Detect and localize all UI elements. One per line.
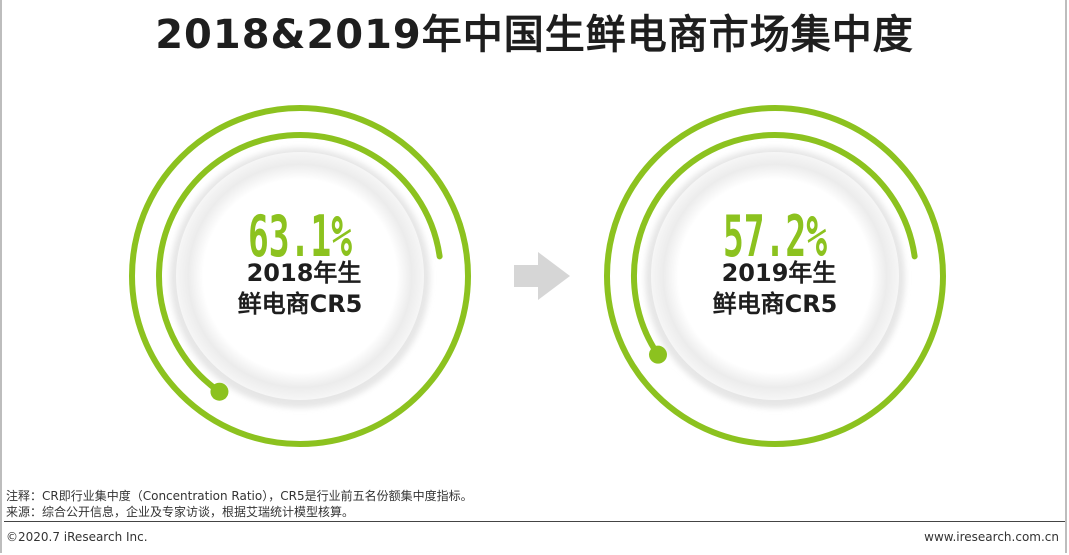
- footer-website: www.iresearch.com.cn: [924, 530, 1059, 544]
- value-disc: [651, 152, 899, 400]
- value-disc: [176, 152, 424, 400]
- footer-divider: [4, 521, 1065, 522]
- footer-copyright: ©2020.7 iResearch Inc.: [6, 530, 148, 544]
- footnote-note: 注释：CR即行业集中度（Concentration Ratio），CR5是行业前…: [6, 489, 473, 503]
- value-label: 57.2%: [723, 204, 827, 270]
- arrow-right-icon: [514, 252, 570, 300]
- outer-ring: [604, 105, 946, 447]
- page-title: 2018&2019年中国生鲜电商市场集中度: [155, 12, 914, 58]
- arc-end-dot: [210, 382, 229, 401]
- outer-ring: [129, 105, 471, 447]
- caption-line-2: 鲜电商CR5: [238, 290, 363, 318]
- value-label: 63.1%: [248, 204, 352, 270]
- caption-line-2: 鲜电商CR5: [713, 290, 838, 318]
- footnote-source: 来源：综合公开信息，企业及专家访谈，根据艾瑞统计模型核算。: [6, 505, 355, 519]
- caption-line-1: 2018年生: [247, 259, 362, 287]
- arc-end-dot: [649, 345, 667, 364]
- share-arc: [156, 132, 443, 395]
- caption-line-1: 2019年生: [722, 259, 837, 287]
- share-arc: [631, 132, 918, 358]
